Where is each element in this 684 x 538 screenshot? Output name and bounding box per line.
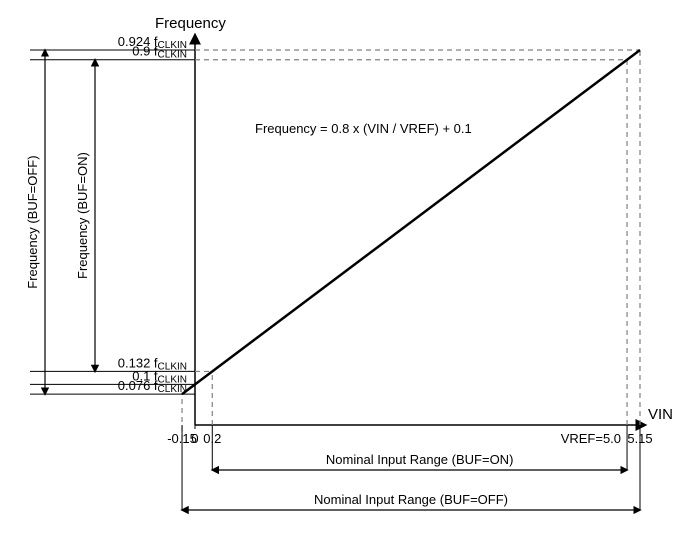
y-range-label: Frequency (BUF=OFF): [25, 155, 40, 288]
transfer-function-line: [182, 50, 640, 394]
x-range-label: Nominal Input Range (BUF=OFF): [314, 492, 508, 507]
equation-label: Frequency = 0.8 x (VIN / VREF) + 0.1: [255, 121, 472, 136]
x-tick-label: VREF=5.0: [561, 431, 621, 446]
y-tick-label: 0.924 fCLKIN: [118, 34, 187, 51]
x-axis-label: VIN: [648, 406, 673, 423]
y-tick-label: 0.132 fCLKIN: [118, 355, 187, 372]
x-range-label: Nominal Input Range (BUF=ON): [326, 452, 514, 467]
y-range-label: Frequency (BUF=ON): [75, 152, 90, 279]
y-axis-label: Frequency: [155, 15, 226, 32]
x-tick-label: 0: [191, 431, 198, 446]
